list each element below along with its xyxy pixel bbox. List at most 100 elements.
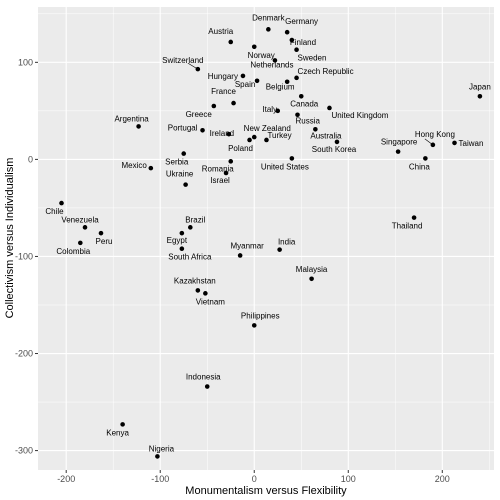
data-point [334,139,340,145]
data-point [231,100,236,106]
point-label: Hong Kong [415,130,455,139]
point-label: Venezuela [61,215,99,224]
data-point [59,200,64,206]
y-tick-label: 100 [18,57,33,67]
data-point [155,454,160,459]
point-label: Brazil [185,215,205,224]
data-point [275,108,281,114]
point-label: Vietnam [196,297,226,306]
data-point [295,112,300,118]
point-label: Portugal [168,123,198,132]
point-label: Canada [290,99,319,108]
data-point [289,37,295,43]
data-point [294,47,299,53]
x-axis-ticks: -200 -100 0 100 200 [57,470,450,484]
data-point [452,140,457,146]
data-point [179,246,185,251]
data-point [251,323,257,328]
point-label: Belgium [266,83,295,92]
point-label: Philippines [241,311,280,320]
y-tick-label: 0 [28,154,33,164]
y-tick-label: -300 [15,446,33,456]
y-tick-label: -100 [15,251,33,261]
data-point [179,230,185,236]
point-label: Israel [210,176,230,185]
point-label: Turkey [267,131,291,140]
point-label: China [409,162,430,171]
point-label: Argentina [114,114,149,123]
point-label: Thailand [392,222,423,231]
data-point [203,291,208,296]
point-label: Poland [228,144,253,153]
point-label: Finland [290,38,316,47]
major-gridlines [38,7,494,470]
data-point [423,156,428,161]
point-label: Kenya [106,428,129,437]
data-point [251,44,257,50]
x-tick-label: -100 [151,474,169,484]
point-label: Spain [235,80,255,89]
data-point [277,247,282,252]
point-label: Indonesia [186,373,221,382]
data-point [477,93,483,99]
point-label: Singapore [381,138,418,147]
data-point [82,225,88,230]
data-point [294,75,299,81]
point-label: South Africa [168,253,212,262]
data-points [59,27,483,459]
point-label: Norway [248,51,275,60]
point-label: Peru [96,237,113,246]
point-label: United States [261,162,309,171]
point-label: Chile [45,207,64,216]
data-point [395,149,401,154]
y-axis-ticks: -300 -200 -100 0 100 [15,57,38,456]
data-point [264,137,269,143]
data-point [254,78,260,84]
x-axis-title: Monumentalism versus Flexibility [185,485,347,497]
point-label: Australia [310,131,342,140]
point-label: New Zealand [244,124,291,133]
data-point [228,39,234,45]
label-leader-line [424,138,434,146]
data-point [284,29,290,35]
data-point [78,240,83,246]
data-point [272,58,278,63]
data-point [228,159,234,164]
x-tick-label: 100 [341,474,356,484]
data-point [148,165,154,171]
point-label: France [211,87,236,96]
data-point [195,288,201,293]
point-label: Malaysia [296,265,328,274]
point-label: Colombia [56,247,90,256]
point-label: Romania [202,164,235,173]
data-point [188,225,193,230]
point-label: Ukraine [166,170,194,179]
point-label: Greece [186,110,213,119]
point-label: United Kingdom [331,111,388,120]
point-label: Czech Republic [298,67,354,76]
data-point [247,137,252,143]
data-point [183,182,188,187]
point-label: Taiwan [459,139,484,148]
data-point [298,93,304,99]
point-label: Switzerland [162,56,203,65]
point-label: Mexico [121,161,147,170]
data-point [226,131,232,137]
data-point [411,215,417,220]
x-tick-label: -200 [57,474,75,484]
data-point [327,105,332,111]
data-point [240,73,246,79]
data-point [309,276,314,282]
point-label: Germany [285,17,318,26]
label-leader-line [187,62,198,70]
plot-panel [38,7,494,470]
data-point [136,124,141,129]
point-label: Egypt [167,236,188,245]
point-label: Myanmar [230,241,264,250]
point-label: India [278,238,296,247]
point-label: Russia [295,117,320,126]
data-point [289,156,295,161]
data-point [200,127,205,133]
data-point [251,134,257,140]
